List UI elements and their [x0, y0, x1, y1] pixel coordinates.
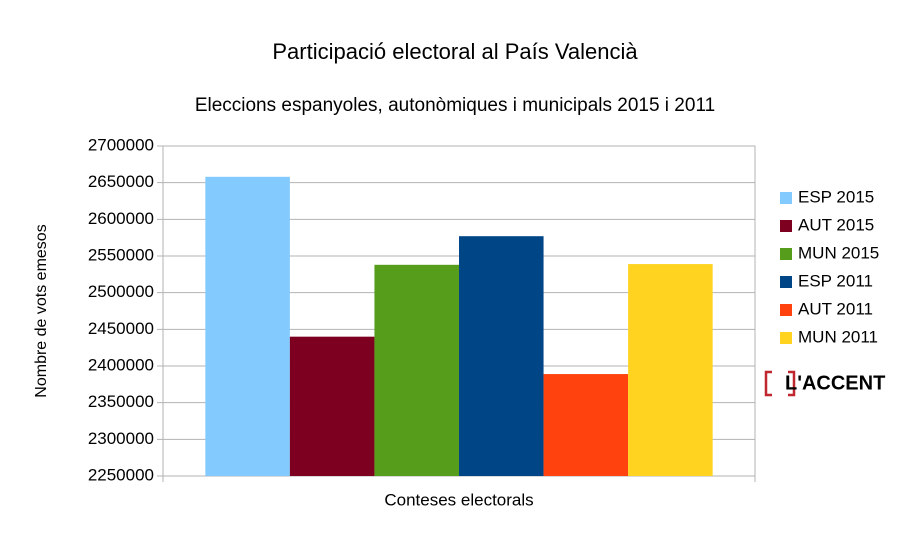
legend-label: ESP 2011	[798, 271, 873, 290]
legend-label: MUN 2011	[798, 327, 878, 346]
y-tick-label: 2350000	[88, 392, 154, 411]
legend-label: AUT 2015	[798, 215, 874, 234]
bar	[543, 374, 629, 476]
chart-title: Participació electoral al País Valencià	[272, 39, 638, 64]
legend-label: ESP 2015	[798, 187, 874, 206]
watermark-logo: L'ACCENT	[764, 370, 885, 397]
legend-swatch	[780, 248, 792, 260]
y-axis-title: Nombre de vots emesos	[33, 224, 50, 397]
legend-label: AUT 2011	[798, 299, 873, 318]
bar	[459, 236, 544, 476]
y-tick-label: 2550000	[88, 245, 154, 264]
y-tick-label: 2650000	[88, 172, 154, 191]
y-tick-label: 2300000	[88, 429, 154, 448]
logo-bracket	[764, 370, 772, 397]
legend-swatch	[780, 304, 792, 316]
legend-swatch	[780, 332, 792, 344]
x-axis-title: Conteses electorals	[384, 490, 533, 509]
bar	[289, 336, 375, 476]
chart-subtitle: Eleccions espanyoles, autonòmiques i mun…	[195, 95, 715, 116]
y-tick-label: 2700000	[88, 135, 154, 154]
bar	[374, 264, 459, 476]
y-tick-label: 2600000	[88, 209, 154, 228]
legend-swatch	[780, 220, 792, 232]
watermark: L'ACCENT	[785, 372, 885, 394]
legend-swatch	[780, 276, 792, 288]
y-tick-label: 2400000	[88, 355, 154, 374]
y-tick-label: 2500000	[88, 282, 154, 301]
bar	[205, 176, 290, 477]
legend-swatch	[780, 192, 792, 204]
bar	[628, 264, 713, 476]
logo-bracket	[788, 370, 796, 397]
y-tick-label: 2250000	[88, 465, 154, 484]
y-tick-label: 2450000	[88, 319, 154, 338]
legend-label: MUN 2015	[798, 243, 879, 262]
